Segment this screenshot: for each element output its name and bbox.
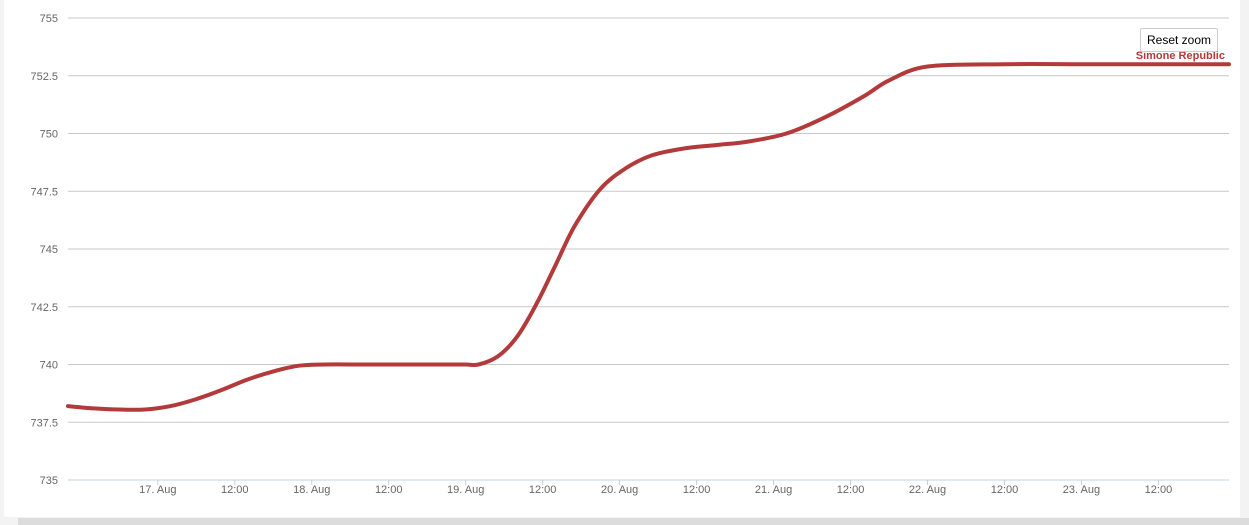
y-tick-label: 747.5 bbox=[30, 186, 58, 198]
x-tick-label: 22. Aug bbox=[909, 484, 946, 496]
x-tick-label: 21. Aug bbox=[755, 484, 792, 496]
series-lines bbox=[66, 62, 1231, 412]
y-tick-label: 740 bbox=[40, 360, 58, 372]
x-axis: 17. Aug 12:00 18. Aug 12:00 19. Aug 12:00 20. … bbox=[139, 480, 1172, 496]
y-tick-label: 752.5 bbox=[30, 71, 58, 83]
series-label: Simone Republic bbox=[1136, 50, 1225, 62]
series-line bbox=[66, 62, 1231, 412]
legend: Simone Republic bbox=[1136, 50, 1225, 62]
x-tick-label: 12:00 bbox=[683, 484, 711, 496]
x-tick-label: 20. Aug bbox=[601, 484, 638, 496]
x-tick-label: 12:00 bbox=[375, 484, 403, 496]
y-tick-label: 745 bbox=[40, 244, 58, 256]
x-tick-label: 17. Aug bbox=[139, 484, 176, 496]
x-tick-label: 12:00 bbox=[529, 484, 557, 496]
x-tick-label: 12:00 bbox=[1145, 484, 1173, 496]
chart-panel bbox=[4, 0, 1240, 517]
x-tick-label: 12:00 bbox=[221, 484, 249, 496]
y-tick-label: 750 bbox=[40, 129, 58, 141]
y-tick-label: 735 bbox=[40, 475, 58, 487]
grid-lines bbox=[68, 17, 1229, 481]
x-tick-label: 23. Aug bbox=[1063, 484, 1100, 496]
y-tick-label: 737.5 bbox=[30, 417, 58, 429]
reset-zoom-button[interactable]: Reset zoom bbox=[1140, 28, 1218, 52]
x-tick-label: 18. Aug bbox=[293, 484, 330, 496]
x-tick-label: 12:00 bbox=[837, 484, 865, 496]
y-tick-label: 742.5 bbox=[30, 302, 58, 314]
x-tick-label: 12:00 bbox=[991, 484, 1019, 496]
horizontal-scrollbar[interactable] bbox=[18, 518, 1249, 525]
x-tick-label: 19. Aug bbox=[447, 484, 484, 496]
y-tick-label: 755 bbox=[40, 13, 58, 25]
y-axis-tick-labels: 735 737.5 740 742.5 745 747.5 750 752.5 755 bbox=[30, 13, 58, 487]
